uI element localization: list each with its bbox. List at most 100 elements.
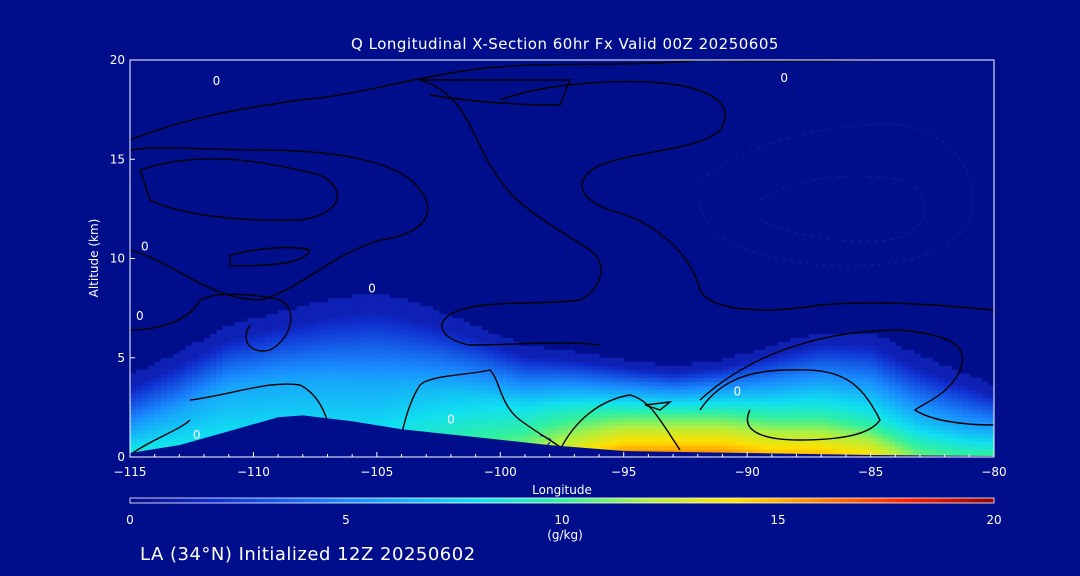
field-cell <box>370 405 378 410</box>
field-cell <box>907 385 915 391</box>
field-cell <box>438 361 446 367</box>
field-cell <box>679 365 687 371</box>
field-cell <box>234 341 242 347</box>
field-cell <box>290 401 298 406</box>
field-cell <box>438 385 446 391</box>
field-cell <box>599 365 606 371</box>
field-cell <box>852 417 859 422</box>
field-cell <box>728 417 736 422</box>
field-cell <box>191 401 199 406</box>
field-cell <box>919 413 927 418</box>
field-cell <box>487 365 495 371</box>
field-cell <box>265 393 273 399</box>
field-cell <box>605 357 612 363</box>
field-cell <box>339 397 347 403</box>
field-cell <box>500 369 508 375</box>
field-cell <box>660 421 668 426</box>
field-cell <box>296 365 304 371</box>
field-cell <box>426 421 433 426</box>
field-cell <box>919 405 927 410</box>
field-cell <box>401 389 409 395</box>
field-cell <box>432 429 440 434</box>
field-cell <box>969 417 977 422</box>
field-cell <box>383 417 390 422</box>
field-cell <box>321 369 329 375</box>
field-cell <box>407 325 415 331</box>
field-cell <box>444 425 452 430</box>
field-cell <box>420 349 427 355</box>
field-cell <box>463 377 471 383</box>
field-cell <box>710 445 717 450</box>
field-cell <box>852 437 859 442</box>
field-cell <box>827 413 835 418</box>
field-cell <box>975 405 983 410</box>
field-cell <box>358 353 366 359</box>
field-cell <box>438 349 446 355</box>
field-cell <box>321 322 329 327</box>
field-cell <box>895 381 903 387</box>
field-cell <box>710 361 717 367</box>
field-cell <box>339 318 347 323</box>
field-cell <box>333 365 341 371</box>
field-cell <box>543 397 551 403</box>
field-cell <box>901 349 909 355</box>
field-cell <box>204 405 211 410</box>
field-cell <box>346 357 353 363</box>
field-cell <box>562 349 569 355</box>
field-cell <box>864 345 872 351</box>
field-cell <box>364 421 372 426</box>
field-cell <box>728 357 736 363</box>
field-cell <box>599 441 606 446</box>
field-cell <box>778 413 785 418</box>
field-cell <box>475 341 483 347</box>
field-cell <box>296 349 304 355</box>
field-cell <box>426 389 433 395</box>
field-cell <box>407 425 415 430</box>
field-cell <box>148 433 156 438</box>
field-cell <box>975 377 983 383</box>
field-cell <box>185 421 193 426</box>
field-cell <box>926 397 933 403</box>
field-cell <box>568 425 575 430</box>
field-cell <box>623 365 631 371</box>
field-cell <box>802 397 810 403</box>
field-cell <box>858 361 865 367</box>
field-cell <box>617 445 625 450</box>
field-cell <box>481 333 489 339</box>
field-cell <box>352 373 359 379</box>
field-cell <box>778 377 785 383</box>
field-cell <box>284 318 292 323</box>
field-cell <box>524 393 532 399</box>
field-cell <box>321 389 329 395</box>
field-cell <box>636 425 643 430</box>
field-cell <box>580 417 588 422</box>
field-cell <box>389 353 396 359</box>
field-cell <box>333 377 341 383</box>
x-tick-label: −80 <box>981 465 1006 479</box>
field-cell <box>808 381 816 387</box>
field-cell <box>531 385 538 391</box>
field-cell <box>950 381 958 387</box>
field-cell <box>895 389 903 395</box>
field-cell <box>216 369 224 375</box>
field-cell <box>562 433 569 438</box>
field-cell <box>790 357 798 363</box>
field-cell <box>895 433 903 438</box>
field-cell <box>216 337 224 343</box>
field-cell <box>432 322 440 327</box>
field-cell <box>802 345 810 351</box>
field-cell <box>346 393 353 399</box>
field-cell <box>580 393 588 399</box>
field-cell <box>889 445 896 450</box>
field-cell <box>833 349 841 355</box>
field-cell <box>889 361 896 367</box>
field-cell <box>611 401 619 406</box>
field-cell <box>932 377 940 383</box>
field-cell <box>487 377 495 383</box>
field-cell <box>543 425 551 430</box>
field-cell <box>154 429 162 434</box>
field-cell <box>956 445 964 450</box>
field-cell <box>315 322 322 327</box>
field-cell <box>413 389 421 395</box>
field-cell <box>358 329 366 335</box>
